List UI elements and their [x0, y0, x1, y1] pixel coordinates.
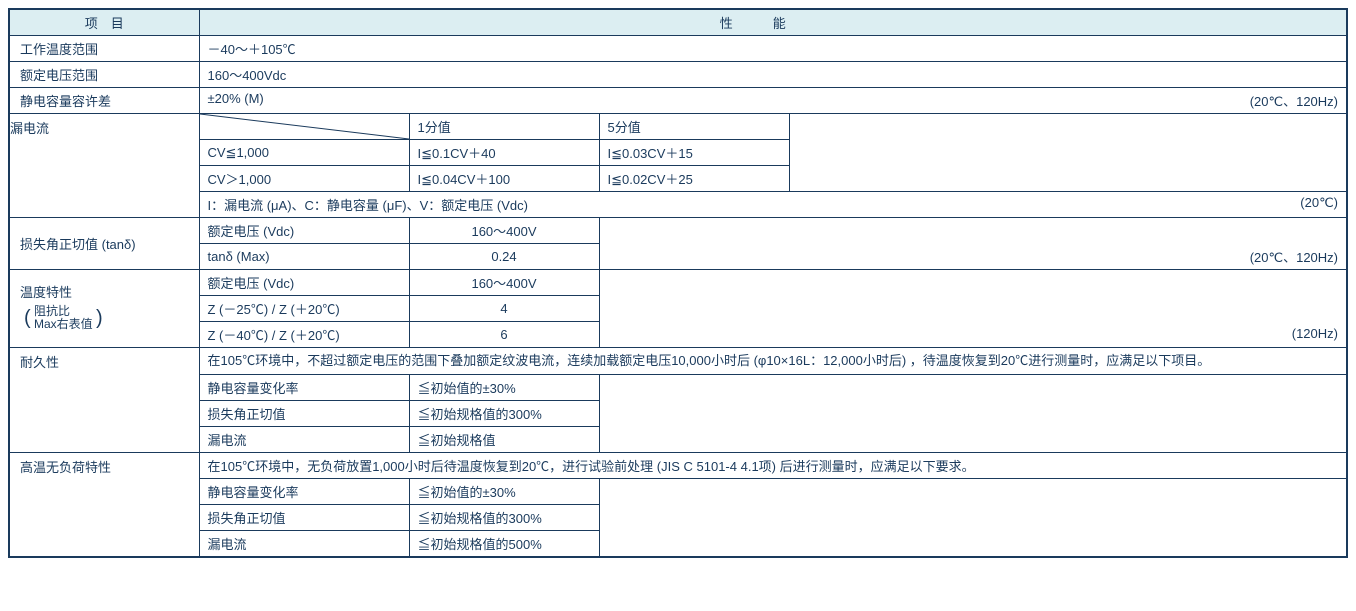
leakage-col-5min: 5分值 [599, 114, 789, 140]
row-shelf-intro: 高温无负荷特性 在105℃环境中，无负荷放置1,000小时后待温度恢复到20℃，… [9, 453, 1347, 479]
leakage-blank3 [789, 166, 1347, 192]
header-item: 项 目 [9, 9, 199, 36]
leakage-legend-text: I：漏电流 (μA)、C：静电容量 (μF)、V：额定电压 (Vdc) [208, 198, 528, 213]
leakage-label-text: 漏电流 [10, 121, 49, 136]
spec-table: 项 目 性能 工作温度范围 －40～＋105℃ 额定电压范围 160～400Vd… [8, 8, 1348, 558]
endurance-intro: 在105℃环境中，不超过额定电压的范围下叠加额定纹波电流，连续加载额定电压10,… [199, 347, 1347, 375]
leakage-diag-cell [199, 114, 409, 140]
tempchar-r1c1: 160～400V [409, 269, 599, 295]
endurance-r2c0: 损失角正切值 [199, 401, 409, 427]
label-tand: 损失角正切值 (tanδ) [9, 218, 199, 270]
row-tempchar-2: Z (－25℃) / Z (＋20℃) 4 [9, 295, 1347, 321]
tempchar-sub1: 阻抗比 [34, 304, 70, 318]
header-item-text: 项 目 [85, 16, 124, 31]
tempchar-paren: ( 阻抗比 Max右表值 ) [20, 310, 103, 324]
leakage-legend-note: (20℃) [1300, 195, 1338, 211]
tempchar-r2c1: 4 [409, 295, 599, 321]
tempchar-r3c1: 6 [409, 321, 599, 347]
cap-tol-note: (20℃、120Hz) [1250, 91, 1338, 110]
endurance-r3c1: ≦初始规格值 [409, 427, 599, 453]
leakage-blank1 [789, 114, 1347, 140]
leakage-legend-cell: I：漏电流 (μA)、C：静电容量 (μF)、V：额定电压 (Vdc) (20℃… [199, 192, 1347, 218]
tand-r2c0: tanδ (Max) [199, 244, 409, 270]
row-tand-1: 损失角正切值 (tanδ) 额定电压 (Vdc) 160～400V [9, 218, 1347, 244]
row-endurance-2: 损失角正切值 ≦初始规格值的300% [9, 401, 1347, 427]
header-row: 项 目 性能 [9, 9, 1347, 36]
shelf-blank2 [599, 505, 1347, 531]
row-leakage-2: CV＞1,000 I≦0.04CV＋100 I≦0.02CV＋25 [9, 166, 1347, 192]
value-temp-range: －40～＋105℃ [199, 36, 1347, 62]
endurance-blank2 [599, 401, 1347, 427]
label-shelf: 高温无负荷特性 [9, 453, 199, 558]
shelf-blank1 [599, 479, 1347, 505]
cap-tol-text: ±20% (M) [208, 91, 264, 106]
tempchar-main: 温度特性 [20, 285, 72, 300]
shelf-r2c1: ≦初始规格值的300% [409, 505, 599, 531]
leakage-col-1min: 1分值 [409, 114, 599, 140]
endurance-blank3 [599, 427, 1347, 453]
shelf-blank3 [599, 531, 1347, 558]
row-tand-2: tanδ (Max) 0.24 (20℃、120Hz) [9, 244, 1347, 270]
shelf-intro: 在105℃环境中，无负荷放置1,000小时后待温度恢复到20℃，进行试验前处理 … [199, 453, 1347, 479]
tand-r2c1: 0.24 [409, 244, 599, 270]
tand-note: (20℃、120Hz) [1250, 247, 1338, 266]
row-voltage-range: 额定电压范围 160～400Vdc [9, 62, 1347, 88]
leakage-r2c2: I≦0.02CV＋25 [599, 166, 789, 192]
value-cap-tolerance: ±20% (M) (20℃、120Hz) [199, 88, 1347, 114]
endurance-r1c0: 静电容量变化率 [199, 375, 409, 401]
tempchar-r3c0: Z (－40℃) / Z (＋20℃) [199, 321, 409, 347]
tempchar-r1c0: 额定电压 (Vdc) [199, 269, 409, 295]
leakage-r2c0: CV＞1,000 [199, 166, 409, 192]
label-leakage: 漏电流 [9, 114, 199, 218]
leakage-blank2 [789, 140, 1347, 166]
label-cap-tolerance: 静电容量容许差 [9, 88, 199, 114]
label-voltage-range: 额定电压范围 [9, 62, 199, 88]
row-shelf-2: 损失角正切值 ≦初始规格值的300% [9, 505, 1347, 531]
tempchar-note: (120Hz) [1292, 326, 1338, 341]
endurance-r2c1: ≦初始规格值的300% [409, 401, 599, 427]
shelf-r3c1: ≦初始规格值的500% [409, 531, 599, 558]
row-tempchar-1: 温度特性 ( 阻抗比 Max右表值 ) 额定电压 (Vdc) 160～400V [9, 269, 1347, 295]
leakage-r1c2: I≦0.03CV＋15 [599, 140, 789, 166]
tempchar-sub2: Max右表值 [34, 317, 93, 331]
shelf-r1c1: ≦初始值的±30% [409, 479, 599, 505]
value-voltage-range: 160～400Vdc [199, 62, 1347, 88]
endurance-r3c0: 漏电流 [199, 427, 409, 453]
tempchar-r2c0: Z (－25℃) / Z (＋20℃) [199, 295, 409, 321]
label-temp-range: 工作温度范围 [9, 36, 199, 62]
endurance-r1c1: ≦初始值的±30% [409, 375, 599, 401]
header-performance-text: 性能 [720, 16, 826, 31]
tand-r1c0: 额定电压 (Vdc) [199, 218, 409, 244]
header-performance: 性能 [199, 9, 1347, 36]
tand-note-cell: (20℃、120Hz) [599, 244, 1347, 270]
row-leakage-1: CV≦1,000 I≦0.1CV＋40 I≦0.03CV＋15 [9, 140, 1347, 166]
leakage-r2c1: I≦0.04CV＋100 [409, 166, 599, 192]
shelf-r3c0: 漏电流 [199, 531, 409, 558]
shelf-r1c0: 静电容量变化率 [199, 479, 409, 505]
row-tempchar-3: Z (－40℃) / Z (＋20℃) 6 (120Hz) [9, 321, 1347, 347]
row-cap-tolerance: 静电容量容许差 ±20% (M) (20℃、120Hz) [9, 88, 1347, 114]
label-endurance: 耐久性 [9, 347, 199, 453]
label-tempchar: 温度特性 ( 阻抗比 Max右表值 ) [9, 269, 199, 347]
tempchar-blank2 [599, 295, 1347, 321]
row-shelf-3: 漏电流 ≦初始规格值的500% [9, 531, 1347, 558]
leakage-r1c1: I≦0.1CV＋40 [409, 140, 599, 166]
tand-r1c1: 160～400V [409, 218, 599, 244]
row-leakage-legend: I：漏电流 (μA)、C：静电容量 (μF)、V：额定电压 (Vdc) (20℃… [9, 192, 1347, 218]
row-endurance-intro: 耐久性 在105℃环境中，不超过额定电压的范围下叠加额定纹波电流，连续加载额定电… [9, 347, 1347, 375]
row-temp-range: 工作温度范围 －40～＋105℃ [9, 36, 1347, 62]
shelf-r2c0: 损失角正切值 [199, 505, 409, 531]
endurance-blank1 [599, 375, 1347, 401]
row-endurance-3: 漏电流 ≦初始规格值 [9, 427, 1347, 453]
leakage-r1c0: CV≦1,000 [199, 140, 409, 166]
tempchar-blank1 [599, 269, 1347, 295]
row-leakage-head: 漏电流 1分值 5分值 [9, 114, 1347, 140]
row-endurance-1: 静电容量变化率 ≦初始值的±30% [9, 375, 1347, 401]
tempchar-note-cell: (120Hz) [599, 321, 1347, 347]
row-shelf-1: 静电容量变化率 ≦初始值的±30% [9, 479, 1347, 505]
tand-blank1 [599, 218, 1347, 244]
